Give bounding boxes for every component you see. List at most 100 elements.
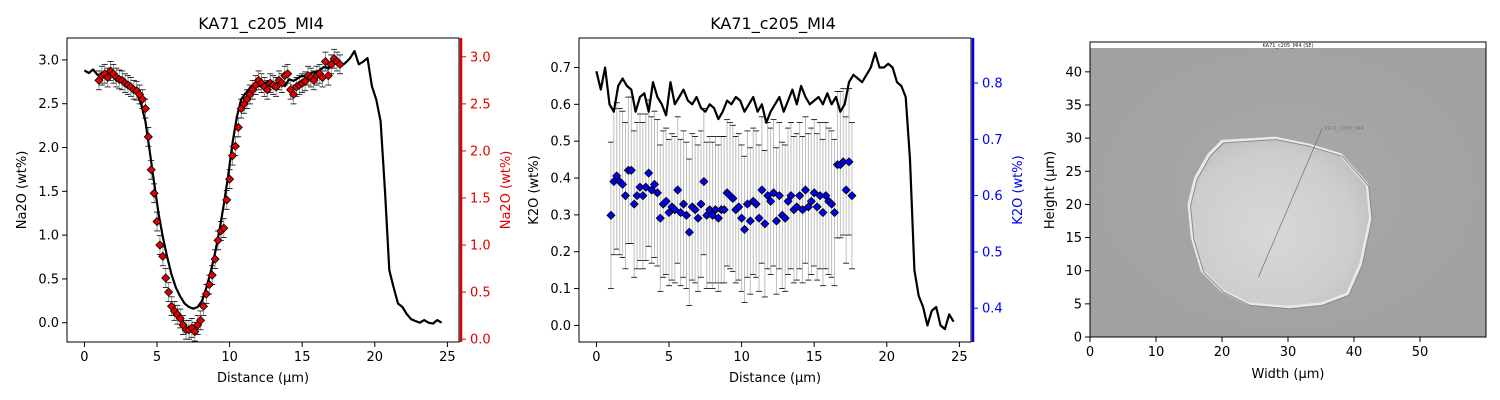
data-point	[158, 251, 168, 261]
y-tick-label: 2.0	[38, 141, 59, 156]
data-point	[198, 301, 209, 311]
data-point	[213, 235, 223, 245]
y-tick-label: 15	[1065, 231, 1082, 246]
sem-header-bar	[1090, 42, 1486, 48]
data-point	[690, 205, 700, 215]
data-point	[693, 213, 703, 223]
x-tick-label: 25	[951, 350, 968, 365]
data-point	[626, 165, 636, 175]
data-point	[786, 191, 796, 201]
chart1-x-axis: 0 5 10 15 20 25	[80, 342, 456, 365]
inclusion-rim	[1190, 139, 1373, 310]
y2-tick-label: 0.8	[982, 77, 1003, 92]
chart2-y-axis: 0.0 0.1 0.2 0.3 0.4 0.5 0.6 0.7	[550, 61, 579, 334]
data-point	[800, 185, 811, 195]
chart1-plot-area	[83, 48, 443, 342]
data-point	[771, 216, 782, 226]
data-point	[728, 193, 738, 204]
chart3-x-axis: 0 10 20 30 40 50	[1086, 337, 1428, 360]
data-point	[103, 72, 113, 83]
data-point	[277, 78, 287, 88]
data-point	[196, 315, 206, 325]
chart2-ylabel: K2O (wt%)	[527, 155, 542, 224]
y2-tick-label: 3.0	[470, 50, 491, 65]
chart1-xlabel: Distance (µm)	[217, 371, 309, 386]
chart1-frame	[66, 37, 460, 343]
data-point	[227, 151, 238, 161]
data-point	[827, 199, 837, 209]
data-point	[809, 188, 819, 198]
data-point	[137, 94, 148, 104]
y-tick-label: 0.0	[38, 316, 59, 331]
data-point	[739, 224, 750, 234]
x-tick-label: 15	[806, 350, 823, 365]
x-tick-label: 25	[439, 350, 456, 365]
data-point	[676, 207, 686, 218]
y-tick-label: 0.5	[38, 272, 59, 287]
data-point	[737, 213, 747, 223]
data-point	[745, 216, 755, 226]
data-point	[844, 157, 854, 167]
y-tick-label: 0.0	[550, 319, 571, 334]
y2-tick-label: 2.5	[470, 97, 491, 112]
data-point	[606, 210, 616, 220]
data-point	[713, 213, 723, 223]
data-point	[780, 213, 790, 223]
data-point	[620, 191, 631, 201]
y2-tick-label: 1.0	[470, 239, 491, 254]
data-point	[161, 273, 171, 283]
chart1-ylabel: Na2O (wt%)	[15, 151, 30, 230]
data-point	[806, 196, 816, 206]
na2o-chart: KA71_c205_MI4 0 5 10 15 20 25 0.0 0.5 1.0 1.5 2.0…	[15, 14, 514, 386]
y-tick-label: 0.7	[550, 61, 571, 76]
data-point	[288, 89, 299, 100]
data-point	[760, 219, 770, 229]
x-tick-label: 10	[733, 350, 750, 365]
data-point	[230, 141, 240, 151]
data-point	[684, 227, 694, 237]
y-tick-label: 0.1	[550, 282, 571, 297]
data-point	[661, 196, 671, 206]
y-tick-label: 1.5	[38, 185, 59, 200]
y2-tick-label: 0.7	[982, 133, 1003, 148]
x-tick-label: 0	[80, 350, 88, 365]
data-point	[262, 85, 272, 95]
data-point	[152, 216, 162, 227]
data-point	[323, 71, 333, 81]
x-tick-label: 0	[592, 350, 600, 365]
chart3-xlabel: Width (µm)	[1252, 367, 1325, 382]
data-point	[644, 168, 654, 178]
data-point	[335, 59, 345, 69]
y-tick-label: 10	[1065, 264, 1082, 279]
x-tick-label: 5	[665, 350, 673, 365]
data-point	[155, 240, 165, 250]
y-tick-label: 0	[1074, 331, 1082, 346]
x-tick-label: 0	[1086, 345, 1094, 360]
data-point	[617, 179, 628, 189]
chart1-right-axis: 0.0 0.5 1.0 1.5 2.0 2.5 3.0	[461, 50, 491, 348]
data-point	[757, 185, 767, 195]
y-tick-label: 1.0	[38, 229, 59, 244]
data-point	[210, 254, 220, 264]
chart2-title: KA71_c205_MI4	[710, 14, 836, 34]
chart1-ylabel-right: Na2O (wt%)	[499, 151, 514, 230]
data-point	[742, 199, 752, 209]
k2o-chart: KA71_c205_MI4 0 5 10 15 20 25 0.0 0.1 0.2 0.3 0.4…	[527, 14, 1026, 386]
y-tick-label: 0.5	[550, 135, 571, 150]
chart2-ylabel-right: K2O (wt%)	[1011, 155, 1026, 224]
data-point	[207, 270, 217, 280]
y-tick-label: 0.2	[550, 245, 571, 260]
y2-tick-label: 0.5	[982, 245, 1003, 260]
x-tick-label: 10	[221, 350, 238, 365]
x-tick-label: 10	[1148, 345, 1165, 360]
chart1-y-axis: 0.0 0.5 1.0 1.5 2.0 2.5 3.0	[38, 53, 67, 331]
data-point	[696, 199, 706, 209]
y-tick-label: 35	[1065, 98, 1082, 113]
x-tick-label: 40	[1346, 345, 1363, 360]
data-point	[798, 205, 808, 215]
x-tick-label: 20	[1214, 345, 1231, 360]
data-point	[792, 202, 802, 212]
chart1-title: KA71_c205_MI4	[198, 14, 324, 34]
y-tick-label: 30	[1065, 132, 1082, 147]
data-point	[754, 213, 764, 223]
